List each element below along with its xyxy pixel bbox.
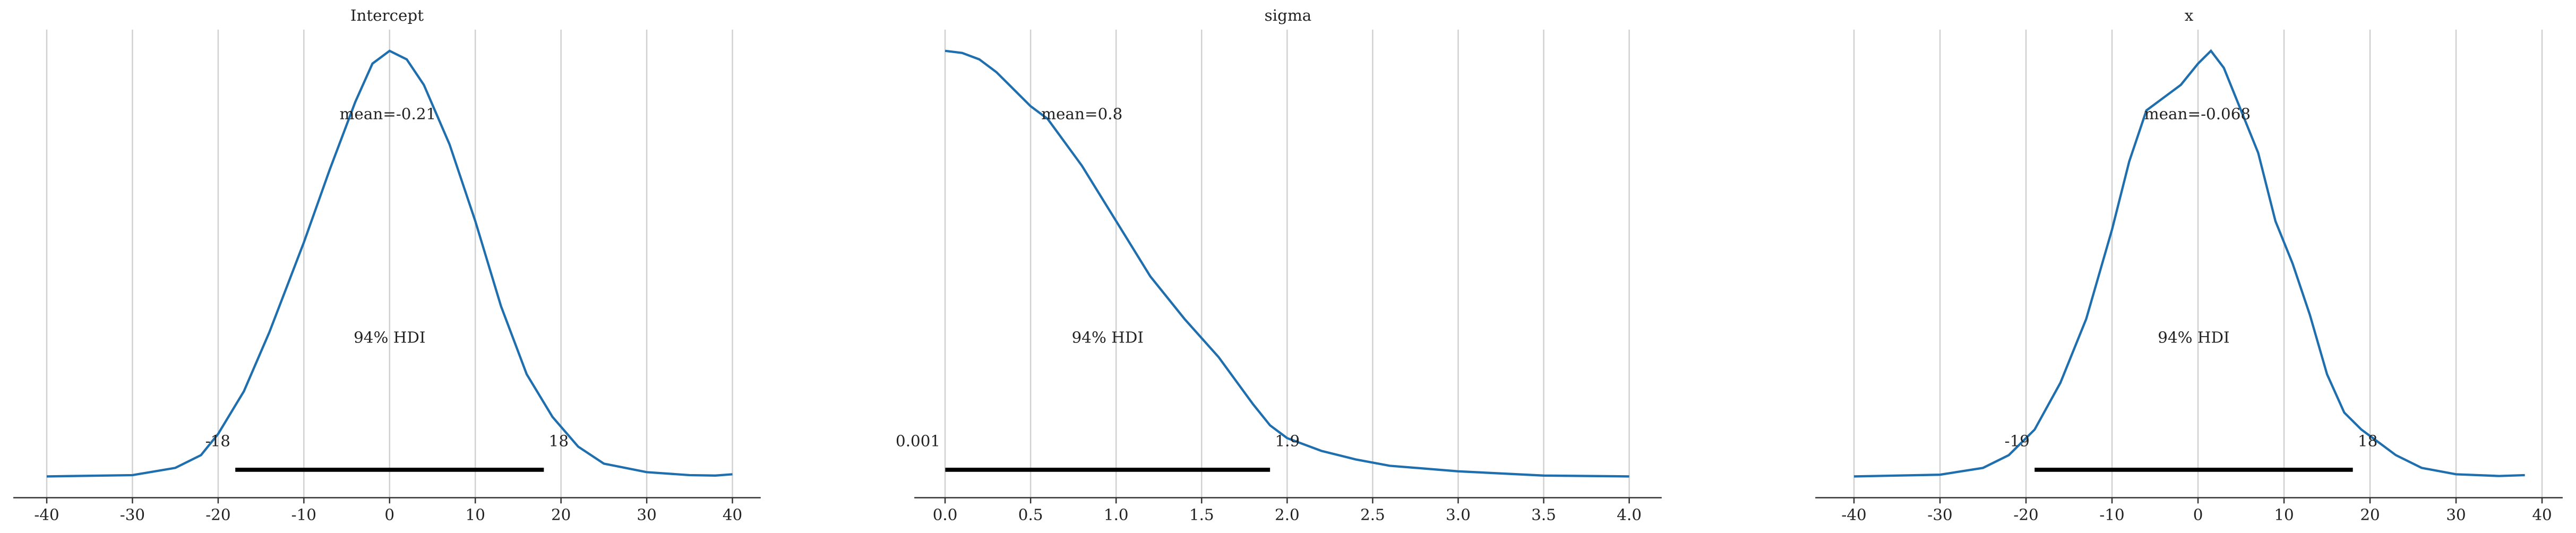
x-tick-label: -40 (34, 506, 59, 524)
density-line (46, 49, 733, 478)
mean-label: mean=0.8 (1041, 105, 1122, 123)
hdi-label: 94% HDI (354, 328, 425, 346)
x-tick-label: 1.5 (1189, 506, 1214, 524)
x-tick-label: 10 (466, 506, 485, 524)
x-tick-label: 0.5 (1018, 506, 1043, 524)
hdi-label: 94% HDI (2158, 328, 2229, 346)
hdi-upper-label: 18 (549, 432, 569, 450)
density-line (1854, 49, 2525, 478)
x-tick-label: 40 (2532, 506, 2552, 524)
x-tick-label: 0 (384, 506, 394, 524)
x-tick-label: -20 (2013, 506, 2038, 524)
density-line (944, 49, 1629, 478)
x-tick-label: -30 (1927, 506, 1952, 524)
x-tick-label: 1.0 (1104, 506, 1129, 524)
x-tick-label: 10 (2274, 506, 2294, 524)
x-tick-label: -10 (2099, 506, 2124, 524)
hdi-lower-label: -19 (2005, 432, 2030, 450)
x-tick-label: 0 (2193, 506, 2203, 524)
mean-label: mean=-0.068 (2144, 105, 2251, 123)
panel-title: Intercept (350, 6, 424, 24)
x-tick-label: 30 (637, 506, 656, 524)
x-tick-label: 2.0 (1275, 506, 1300, 524)
hdi-label: 94% HDI (1072, 328, 1144, 346)
x-tick-label: 2.5 (1360, 506, 1385, 524)
panel-title: x (2185, 6, 2194, 24)
x-tick-label: -40 (1841, 506, 1866, 524)
hdi-upper-label: 18 (2358, 432, 2377, 450)
x-tick-label: -30 (120, 506, 145, 524)
x-tick-label: -20 (205, 506, 230, 524)
mean-label: mean=-0.21 (340, 105, 436, 123)
x-tick-label: 20 (551, 506, 571, 524)
x-tick-label: 4.0 (1617, 506, 1642, 524)
hdi-lower-label: 0.001 (896, 432, 940, 450)
hdi-upper-label: 1.9 (1275, 432, 1300, 450)
x-tick-label: 3.0 (1446, 506, 1471, 524)
x-tick-label: 0.0 (933, 506, 958, 524)
x-tick-label: 30 (2446, 506, 2466, 524)
x-tick-label: 20 (2360, 506, 2380, 524)
panel-title: sigma (1265, 6, 1312, 24)
hdi-lower-label: -18 (205, 432, 230, 450)
x-tick-label: 3.5 (1531, 506, 1556, 524)
x-tick-label: 40 (723, 506, 742, 524)
x-tick-label: -10 (291, 506, 316, 524)
